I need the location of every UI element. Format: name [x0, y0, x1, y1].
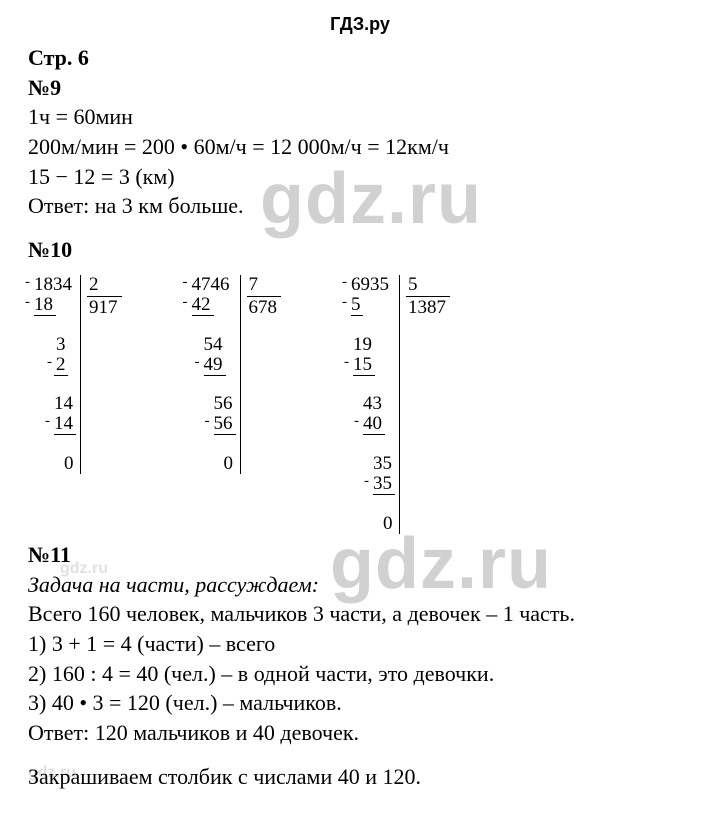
problem-9-line1: 1ч = 60мин	[28, 102, 692, 132]
page-content: Стр. 6 №9 1ч = 60мин 200м/мин = 200 • 60…	[0, 35, 720, 792]
long-division-2: 4746-42-5449-5656-07678	[192, 275, 282, 474]
problem-11-intro: Задача на части, рассуждаем:	[28, 570, 692, 600]
long-division-3: 6935-5-1915-4340-3535-051387	[351, 275, 450, 534]
problem-11-line5: 3) 40 • 3 = 120 (чел.) – мальчиков.	[28, 688, 692, 718]
long-division-row: 1834-18-32-1414-02917 4746-42-5449-5656-…	[28, 275, 692, 534]
page-label: Стр. 6	[28, 43, 692, 73]
site-header: ГДЗ.ру	[0, 0, 720, 35]
problem-11-line2: Всего 160 человек, мальчиков 3 части, а …	[28, 599, 692, 629]
problem-11-line4: 2) 160 : 4 = 40 (чел.) – в одной части, …	[28, 659, 692, 689]
problem-9-line2: 200м/мин = 200 • 60м/ч = 12 000м/ч = 12к…	[28, 132, 692, 162]
problem-9-answer: Ответ: на 3 км больше.	[28, 191, 692, 221]
problem-11-line3: 1) 3 + 1 = 4 (части) – всего	[28, 629, 692, 659]
problem-11-line7: Закрашиваем столбик с числами 40 и 120.	[28, 762, 692, 792]
problem-11-title: №11	[28, 540, 692, 570]
problem-10-title: №10	[28, 235, 692, 265]
problem-11-line6: Ответ: 120 мальчиков и 40 девочек.	[28, 718, 692, 748]
problem-9-line3: 15 − 12 = 3 (км)	[28, 162, 692, 192]
long-division-1: 1834-18-32-1414-02917	[34, 275, 122, 474]
problem-9-title: №9	[28, 73, 692, 103]
